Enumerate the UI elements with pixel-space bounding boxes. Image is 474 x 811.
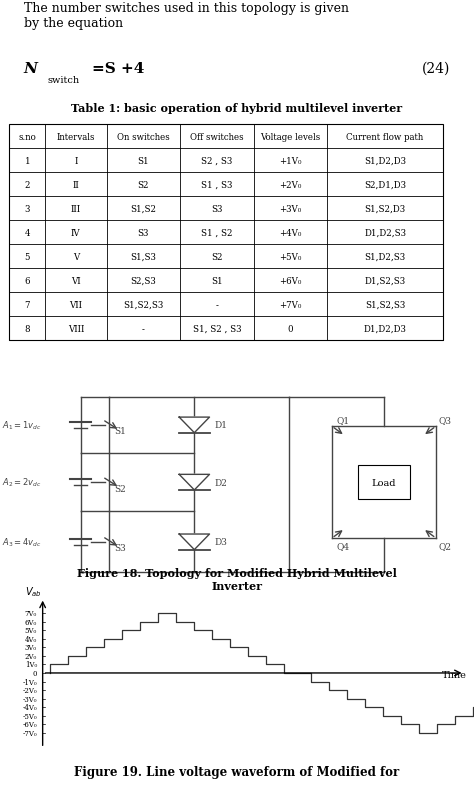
Text: 5: 5 (25, 252, 30, 261)
Text: D3: D3 (214, 538, 227, 547)
Text: III: III (71, 204, 81, 213)
Bar (358, 466, 410, 500)
Text: $A_1=1v_{dc}$: $A_1=1v_{dc}$ (2, 419, 42, 431)
Text: S3: S3 (211, 204, 222, 213)
Text: Q3: Q3 (438, 416, 451, 425)
Text: D1,D2,D3: D1,D2,D3 (364, 324, 407, 333)
Text: Time: Time (442, 671, 467, 680)
Text: II: II (73, 180, 79, 189)
Text: D1,D2,S3: D1,D2,S3 (364, 229, 406, 238)
Text: S2: S2 (115, 484, 127, 493)
Text: S1,S2,S3: S1,S2,S3 (365, 300, 405, 309)
Text: S2: S2 (137, 180, 149, 189)
Text: S1 , S3: S1 , S3 (201, 180, 233, 189)
Text: Table 1: basic operation of hybrid multilevel inverter: Table 1: basic operation of hybrid multi… (72, 103, 402, 114)
Text: 1: 1 (25, 157, 30, 165)
Text: S1,D2,S3: S1,D2,S3 (365, 252, 406, 261)
Text: Q1: Q1 (337, 416, 350, 425)
Text: +4V₀: +4V₀ (279, 229, 301, 238)
Text: D1,S2,S3: D1,S2,S3 (365, 277, 406, 285)
Text: Off switches: Off switches (190, 132, 244, 141)
Text: VIII: VIII (68, 324, 84, 333)
Text: S3: S3 (115, 543, 127, 552)
Text: D2: D2 (214, 478, 227, 487)
Text: 2V₀: 2V₀ (25, 652, 37, 660)
Text: -: - (142, 324, 145, 333)
Text: S1 , S2: S1 , S2 (201, 229, 233, 238)
Text: S1: S1 (137, 157, 149, 165)
Text: +3V₀: +3V₀ (279, 204, 301, 213)
Text: -7V₀: -7V₀ (22, 729, 37, 737)
Text: 3V₀: 3V₀ (25, 643, 37, 651)
Text: $A_3=4v_{dc}$: $A_3=4v_{dc}$ (2, 536, 42, 548)
Text: +7V₀: +7V₀ (279, 300, 301, 309)
Text: +6V₀: +6V₀ (279, 277, 301, 285)
Text: 0: 0 (33, 669, 37, 677)
Text: $V_{ab}$: $V_{ab}$ (25, 585, 42, 599)
Text: 4: 4 (25, 229, 30, 238)
Text: =S +4: =S +4 (92, 62, 145, 76)
Text: S2,S3: S2,S3 (130, 277, 156, 285)
Text: 2: 2 (25, 180, 30, 189)
Text: 1V₀: 1V₀ (25, 661, 37, 668)
Text: Q4: Q4 (337, 541, 350, 550)
Text: S1,S2,D3: S1,S2,D3 (365, 204, 406, 213)
Text: Q2: Q2 (438, 541, 451, 550)
Text: D1: D1 (214, 421, 227, 430)
Text: S2,D1,D3: S2,D1,D3 (364, 180, 406, 189)
Text: 4V₀: 4V₀ (25, 635, 37, 643)
Polygon shape (179, 474, 210, 491)
Text: S1,D2,D3: S1,D2,D3 (364, 157, 406, 165)
Text: Load: Load (372, 478, 396, 487)
Text: 7V₀: 7V₀ (25, 609, 37, 617)
Text: S2 , S3: S2 , S3 (201, 157, 232, 165)
Text: VI: VI (71, 277, 81, 285)
Text: 5V₀: 5V₀ (25, 626, 37, 634)
Text: +5V₀: +5V₀ (279, 252, 301, 261)
Text: S1,S3: S1,S3 (130, 252, 156, 261)
Text: S1,S2: S1,S2 (130, 204, 156, 213)
Text: Figure 18. Topology for Modified Hybrid Multilevel
Inverter: Figure 18. Topology for Modified Hybrid … (77, 567, 397, 590)
Polygon shape (179, 418, 210, 433)
Text: 8: 8 (25, 324, 30, 333)
Text: -1V₀: -1V₀ (22, 678, 37, 685)
Text: The number switches used in this topology is given
by the equation: The number switches used in this topolog… (24, 2, 349, 30)
Text: Current flow path: Current flow path (346, 132, 424, 141)
Text: -6V₀: -6V₀ (22, 720, 37, 728)
Text: Intervals: Intervals (56, 132, 95, 141)
Text: VII: VII (69, 300, 82, 309)
Text: -: - (215, 300, 219, 309)
Text: I: I (74, 157, 78, 165)
Text: 7: 7 (25, 300, 30, 309)
Text: Figure 19. Line voltage waveform of Modified for: Figure 19. Line voltage waveform of Modi… (74, 765, 400, 778)
Text: IV: IV (71, 229, 81, 238)
Text: On switches: On switches (117, 132, 170, 141)
Text: S1,S2,S3: S1,S2,S3 (123, 300, 164, 309)
Text: -4V₀: -4V₀ (22, 703, 37, 711)
Text: Voltage levels: Voltage levels (260, 132, 320, 141)
Text: +2V₀: +2V₀ (279, 180, 301, 189)
Text: 6V₀: 6V₀ (25, 618, 37, 626)
Text: -3V₀: -3V₀ (22, 695, 37, 703)
Text: +1V₀: +1V₀ (279, 157, 301, 165)
Text: N: N (24, 62, 38, 76)
Text: -2V₀: -2V₀ (22, 686, 37, 694)
Text: s.no: s.no (18, 132, 36, 141)
Text: S1, S2 , S3: S1, S2 , S3 (192, 324, 241, 333)
Text: $A_2=2v_{dc}$: $A_2=2v_{dc}$ (2, 476, 42, 489)
Text: 3: 3 (25, 204, 30, 213)
Text: 6: 6 (25, 277, 30, 285)
Text: switch: switch (47, 75, 80, 84)
Text: V: V (73, 252, 79, 261)
Text: S1: S1 (115, 427, 127, 436)
Text: S3: S3 (138, 229, 149, 238)
Bar (9, 125, 443, 341)
Text: -5V₀: -5V₀ (22, 712, 37, 720)
Text: S2: S2 (211, 252, 223, 261)
Text: S1: S1 (211, 277, 223, 285)
Text: (24): (24) (422, 62, 450, 76)
Text: 0: 0 (288, 324, 293, 333)
Polygon shape (179, 534, 210, 550)
